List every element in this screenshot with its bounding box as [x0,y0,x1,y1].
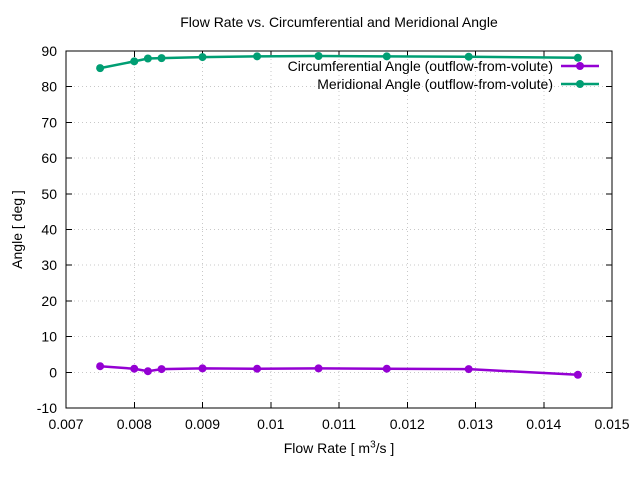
data-point-circumferential [198,364,207,373]
data-point-meridional [573,53,582,62]
legend-label-meridional: Meridional Angle (outflow-from-volute) [317,76,553,92]
x-tick-label: 0.009 [185,416,220,432]
x-tick-label: 0.01 [257,416,284,432]
x-tick-label: 0.007 [48,416,83,432]
legend-sample-marker-meridional [576,80,584,88]
y-tick-label: 10 [41,329,57,345]
y-tick-label: 90 [41,43,57,59]
data-point-circumferential [157,365,166,374]
x-tick-label: 0.013 [458,416,493,432]
y-tick-label: 80 [41,79,57,95]
x-tick-label: 0.011 [322,416,356,432]
x-tick-label: 0.015 [594,416,629,432]
x-tick-label: 0.012 [390,416,425,432]
data-point-meridional [96,64,105,73]
x-axis-label-unit: /s ] [375,440,395,456]
data-point-meridional [314,51,323,60]
data-point-circumferential [130,364,139,373]
data-point-meridional [382,52,391,61]
series-line-circumferential [98,364,580,377]
data-point-circumferential [382,364,391,373]
x-axis-label: Flow Rate [ m3/s ] [66,439,612,457]
data-point-meridional [143,54,152,63]
data-point-meridional [464,52,473,61]
data-point-meridional [157,54,166,63]
data-point-circumferential [143,367,152,376]
data-point-circumferential [96,362,105,371]
y-axis-label: Angle [ deg ] [9,190,25,269]
y-tick-label: 50 [41,186,57,202]
data-point-meridional [130,57,139,66]
x-axis-label-superscript: 3 [370,439,376,451]
y-tick-label: 60 [41,150,57,166]
legend-label-circumferential: Circumferential Angle (outflow-from-volu… [288,58,553,74]
y-tick-label: 70 [41,114,57,130]
data-point-circumferential [253,364,262,373]
y-tick-label: 30 [41,257,57,273]
legend-sample-marker-circumferential [576,62,584,70]
data-point-circumferential [464,365,473,374]
chart-title: Flow Rate vs. Circumferential and Meridi… [180,14,498,30]
data-point-meridional [253,52,262,61]
data-point-meridional [198,53,207,62]
data-point-circumferential [573,370,582,379]
y-tick-label: 20 [41,293,57,309]
series-line-meridional [98,54,580,70]
y-tick-label: -10 [37,400,57,416]
x-axis-label-text: Flow Rate [ m [283,440,371,456]
x-tick-label: 0.014 [526,416,561,432]
y-tick-label: 40 [41,222,57,238]
data-point-circumferential [314,364,323,373]
x-tick-label: 0.008 [117,416,152,432]
y-tick-label: 0 [49,364,57,380]
